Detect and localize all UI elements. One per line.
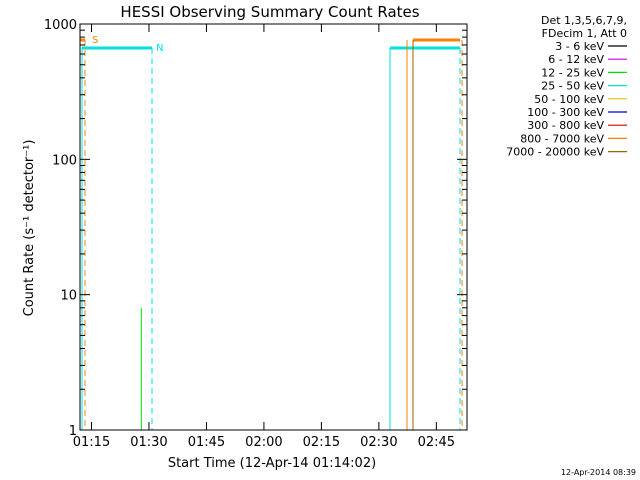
- legend-entry: 100 - 300 keV: [527, 106, 604, 119]
- y-tick-label: 10: [60, 289, 77, 304]
- y-tick-label: 100: [52, 153, 77, 168]
- date-stamp: 12-Apr-2014 08:39: [561, 468, 636, 477]
- x-tick-label: 01:30: [130, 435, 167, 450]
- y-axis-label: Count Rate (s⁻¹ detector⁻¹): [22, 140, 37, 317]
- chart-title: HESSI Observing Summary Count Rates: [120, 3, 419, 21]
- x-tick-label: 02:15: [303, 435, 340, 450]
- x-tick-label: 02:00: [245, 435, 282, 450]
- annotation-label-n: N: [156, 43, 163, 54]
- legend-entry: 7000 - 20000 keV: [506, 146, 604, 159]
- y-axis: 1 10 100 1000: [44, 18, 467, 439]
- legend-entry: 12 - 25 keV: [541, 66, 604, 79]
- x-tick-label: 01:45: [188, 435, 225, 450]
- x-axis: 01:15 01:30 01:45 02:00 02:15 02:30 02:45: [73, 24, 455, 450]
- plot-frame: [79, 23, 468, 431]
- legend-header: FDecim 1, Att 0: [542, 27, 627, 40]
- x-tick-label: 02:45: [418, 435, 455, 450]
- legend-entry: 300 - 800 keV: [527, 119, 604, 132]
- x-tick-label: 01:15: [73, 435, 110, 450]
- legend-entry: 3 - 6 keV: [555, 40, 604, 53]
- x-axis-label: Start Time (12-Apr-14 01:14:02): [168, 456, 376, 471]
- annotation-markers: SN: [80, 35, 463, 430]
- legend: Det 1,3,5,6,7,9,FDecim 1, Att 03 - 6 keV…: [506, 14, 627, 159]
- legend-entry: 50 - 100 keV: [534, 93, 604, 106]
- annotation-label-s: S: [92, 35, 98, 46]
- y-tick-label: 1: [69, 424, 77, 439]
- x-tick-label: 02:30: [360, 435, 397, 450]
- legend-entry: 6 - 12 keV: [548, 53, 604, 66]
- legend-header: Det 1,3,5,6,7,9,: [541, 14, 627, 27]
- legend-entry: 800 - 7000 keV: [520, 132, 604, 145]
- legend-entry: 25 - 50 keV: [541, 80, 604, 93]
- series-curves: [140, 307, 142, 430]
- y-tick-label: 1000: [44, 18, 77, 33]
